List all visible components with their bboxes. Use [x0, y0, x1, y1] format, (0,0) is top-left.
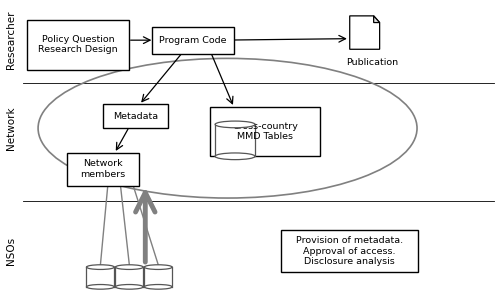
- Ellipse shape: [116, 285, 143, 289]
- Text: Network: Network: [6, 106, 16, 150]
- Text: Researcher: Researcher: [6, 11, 16, 70]
- Text: Policy Question
Research Design: Policy Question Research Design: [38, 35, 118, 54]
- Ellipse shape: [86, 285, 115, 289]
- FancyBboxPatch shape: [281, 230, 418, 272]
- Ellipse shape: [144, 265, 172, 269]
- Text: Network
members: Network members: [80, 160, 126, 179]
- Polygon shape: [374, 16, 380, 23]
- FancyBboxPatch shape: [152, 27, 234, 54]
- Polygon shape: [350, 16, 380, 49]
- Text: Program Code: Program Code: [159, 36, 226, 45]
- Text: Publication: Publication: [346, 58, 398, 67]
- Bar: [215, 124, 255, 156]
- Bar: [144, 267, 172, 287]
- Text: NSOs: NSOs: [6, 237, 16, 265]
- Bar: [86, 267, 115, 287]
- Ellipse shape: [215, 121, 255, 128]
- Text: Provision of metadata.
Approval of access.
Disclosure analysis: Provision of metadata. Approval of acces…: [296, 236, 404, 266]
- Text: Cross-country
MMD Tables: Cross-country MMD Tables: [232, 122, 298, 141]
- FancyBboxPatch shape: [210, 107, 320, 156]
- FancyBboxPatch shape: [27, 20, 129, 70]
- Bar: [116, 267, 143, 287]
- Text: Metadata: Metadata: [113, 112, 158, 120]
- FancyBboxPatch shape: [67, 152, 139, 186]
- Ellipse shape: [215, 153, 255, 160]
- FancyBboxPatch shape: [103, 104, 168, 128]
- Ellipse shape: [144, 285, 172, 289]
- Ellipse shape: [86, 265, 115, 269]
- Ellipse shape: [116, 265, 143, 269]
